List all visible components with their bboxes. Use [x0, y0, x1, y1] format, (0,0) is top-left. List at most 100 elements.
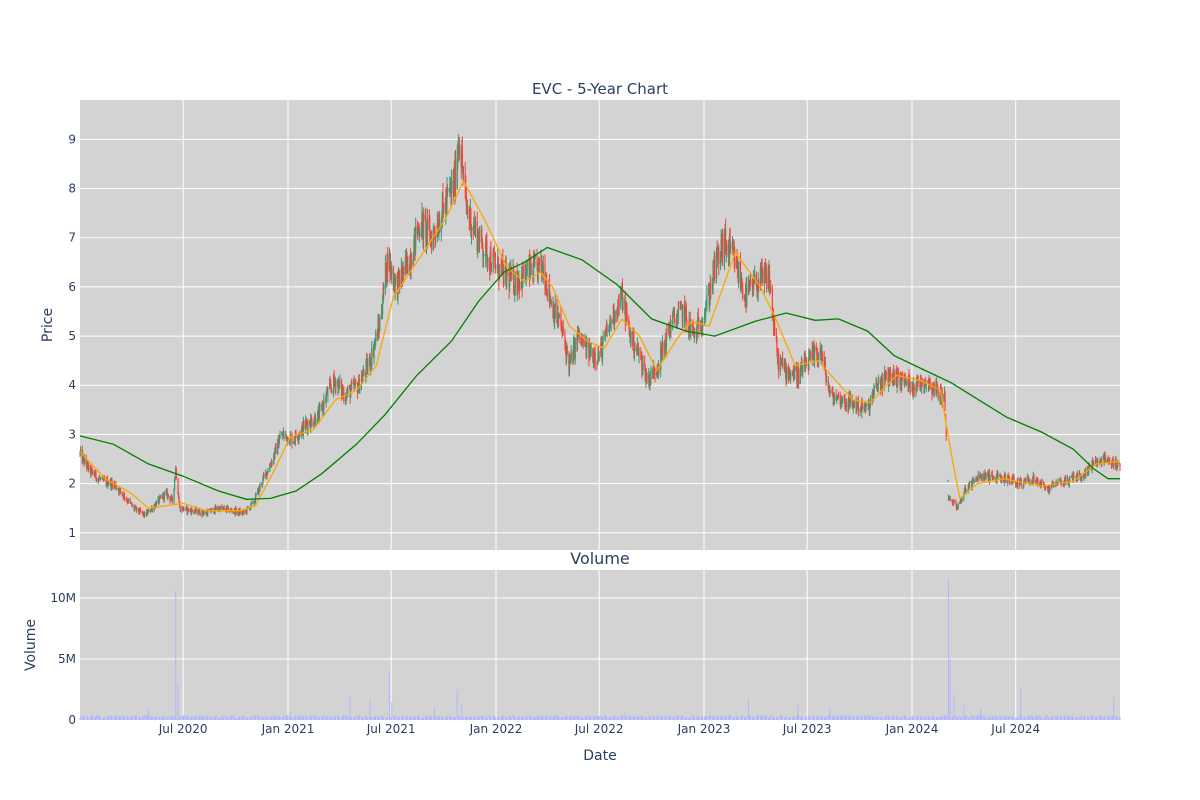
candle-body [456, 157, 458, 189]
candle-body [462, 168, 464, 176]
candle-body [291, 435, 293, 444]
volume-bar [827, 716, 829, 720]
volume-bar [372, 717, 374, 720]
volume-bar [554, 717, 556, 720]
volume-bar [104, 716, 106, 720]
volume-bar [836, 716, 838, 720]
volume-bar [149, 715, 151, 720]
volume-bar [203, 718, 205, 720]
price-candle [805, 356, 808, 366]
candle-body [1032, 476, 1034, 483]
volume-bar [656, 715, 658, 720]
candle-body [708, 288, 710, 305]
volume-bar [376, 717, 378, 720]
volume-bar [803, 718, 805, 720]
candle-body [692, 324, 694, 328]
volume-bar [302, 718, 304, 720]
volume-bar [377, 717, 379, 720]
candle-body [279, 435, 281, 439]
price-candle [177, 477, 179, 496]
candle-body [211, 508, 213, 510]
volume-bar [498, 716, 500, 720]
price-candle [742, 283, 744, 301]
candle-body [133, 505, 135, 510]
candle-body [718, 248, 720, 264]
volume-bar [146, 715, 148, 720]
candle-body [796, 379, 799, 382]
candle-body [790, 374, 792, 379]
volume-bar [598, 717, 600, 720]
candle-body [903, 376, 906, 381]
candle-body [1009, 483, 1011, 485]
candle-body [179, 506, 181, 512]
candle-body [230, 509, 232, 510]
candle-body [652, 367, 654, 379]
volume-bar [409, 717, 411, 720]
volume-bar [848, 715, 850, 720]
volume-bar [465, 717, 467, 720]
candle-body [339, 380, 341, 385]
volume-bar [150, 716, 152, 720]
candle-body [983, 476, 985, 481]
price-candle [688, 311, 690, 341]
volume-bar [610, 718, 612, 720]
candle-body [815, 346, 817, 352]
volume-bar [374, 716, 376, 720]
volume-bar [206, 715, 208, 720]
volume-bar [831, 717, 833, 720]
volume-bar [662, 717, 664, 720]
candle-body [905, 380, 907, 385]
price-candle [1029, 478, 1031, 487]
candle-body [1072, 474, 1074, 482]
volume-bar [590, 717, 592, 720]
volume-bar [892, 717, 894, 720]
price-candle [746, 276, 748, 308]
volume-bar [167, 718, 169, 720]
candle-body [103, 478, 106, 480]
volume-bar [805, 716, 807, 720]
volume-bar [577, 716, 579, 720]
volume-bar [470, 715, 472, 720]
volume-bar [162, 717, 164, 720]
price-candle [760, 259, 763, 283]
volume-bar [478, 718, 480, 720]
candle-body [330, 383, 332, 388]
volume-bar [574, 715, 576, 720]
volume-bar [790, 717, 792, 720]
volume-bar [191, 716, 193, 720]
volume-bar [350, 717, 352, 720]
price-candle [925, 382, 927, 393]
candle-body [959, 501, 961, 504]
volume-bar [652, 715, 654, 720]
volume-bar [331, 718, 333, 720]
volume-bar [167, 718, 169, 720]
price-y-tick-label: 6 [68, 280, 76, 294]
candle-body [1021, 485, 1023, 488]
price-candle [614, 310, 616, 324]
candle-body [419, 232, 421, 235]
volume-bar [273, 717, 275, 720]
candle-body [465, 191, 467, 207]
candle-body [837, 394, 840, 396]
volume-bar [566, 715, 568, 720]
price-candle [786, 366, 788, 385]
volume-bar [706, 715, 708, 720]
volume-bar [277, 716, 279, 720]
volume-bar [738, 717, 740, 720]
volume-bar [640, 715, 642, 720]
candle-body [329, 382, 331, 384]
volume-bar [682, 716, 684, 720]
candle-body [762, 268, 764, 284]
candle-body [207, 510, 209, 516]
candle-body [350, 382, 352, 391]
volume-bar [668, 716, 670, 720]
price-candle [291, 431, 293, 449]
price-candle [380, 303, 383, 320]
candle-body [382, 285, 384, 304]
candle-body [135, 506, 137, 508]
candle-body [269, 464, 271, 472]
price-candle [177, 492, 180, 499]
volume-bar [425, 717, 427, 720]
candle-body [465, 185, 467, 192]
candle-body [1068, 480, 1070, 485]
